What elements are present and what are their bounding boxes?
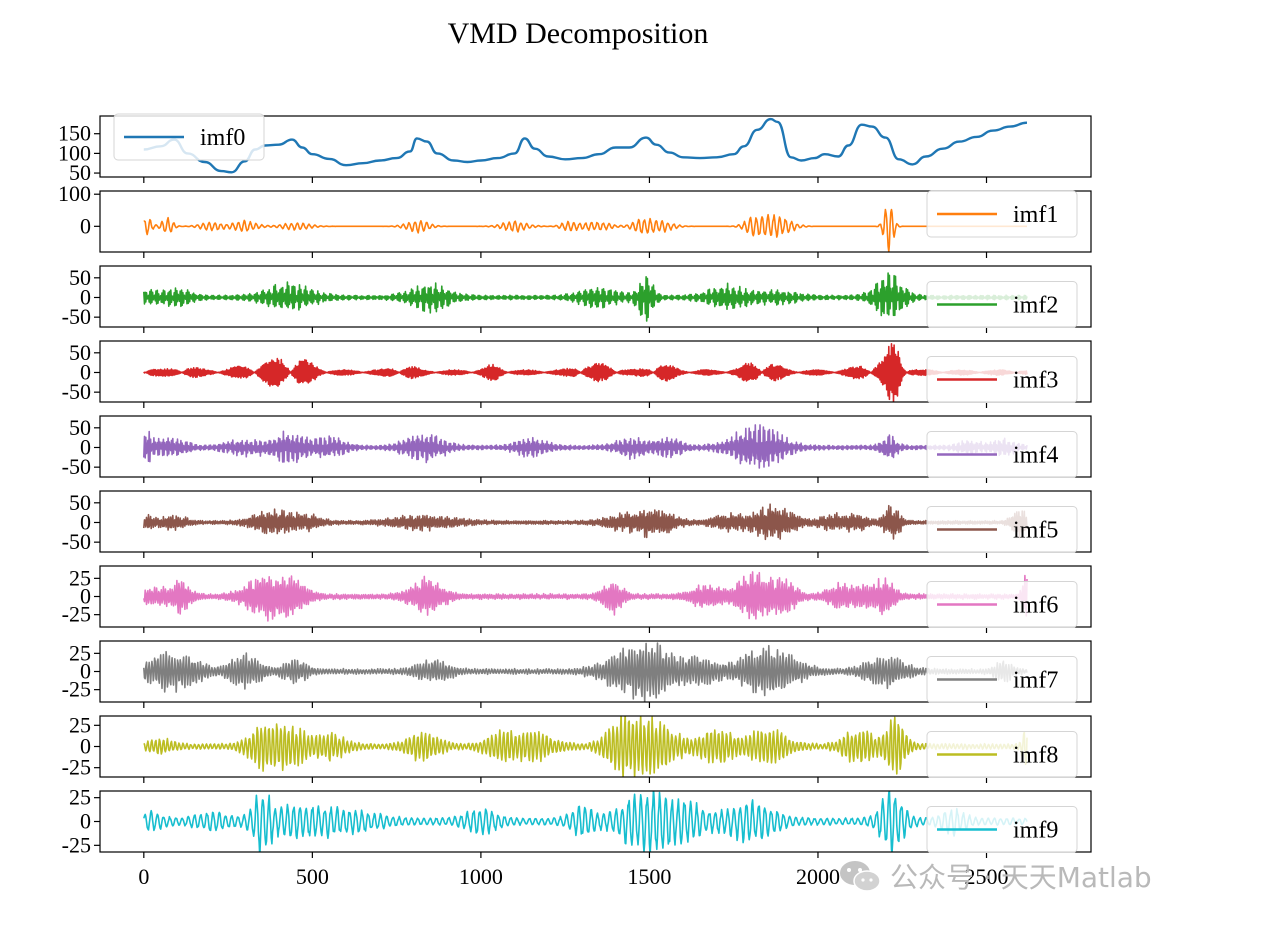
- legend-box: [926, 356, 1078, 403]
- series-line-imf7: [143, 642, 1028, 702]
- y-tick-label: 50: [69, 340, 91, 365]
- x-tick-label: 0: [138, 864, 149, 889]
- series-line-imf5: [143, 503, 1028, 541]
- series-line-imf6: [143, 571, 1028, 622]
- y-tick-label: 0: [80, 734, 91, 759]
- x-tick-label: 2000: [796, 864, 840, 889]
- y-tick-label: 100: [58, 181, 91, 206]
- legend-imf8: imf8: [926, 731, 1078, 778]
- legend-imf6: imf6: [926, 581, 1078, 628]
- y-tick-label: -25: [62, 755, 91, 780]
- y-tick-label: 0: [80, 213, 91, 238]
- y-tick-label: -50: [62, 304, 91, 329]
- y-tick-label: 0: [80, 809, 91, 834]
- y-tick-label: 150: [58, 121, 91, 146]
- legend-label: imf9: [1013, 818, 1058, 844]
- series-line-imf0: [143, 117, 1028, 174]
- legend-box: [113, 113, 265, 161]
- watermark-text: 公众号 · 天天Matlab: [890, 861, 1152, 894]
- legend-imf9: imf9: [926, 806, 1078, 853]
- y-tick-label: -25: [62, 602, 91, 627]
- legend-box: [926, 431, 1078, 478]
- y-tick-label: 0: [80, 284, 91, 309]
- legend-box: [926, 506, 1078, 553]
- series-line-imf1: [143, 208, 1028, 252]
- y-tick-label: 50: [69, 490, 91, 515]
- series-line-imf4: [143, 424, 1028, 469]
- series-line-imf9: [143, 791, 1028, 852]
- legend-box: [926, 656, 1078, 703]
- legend-imf5: imf5: [926, 506, 1078, 553]
- watermark: 公众号 · 天天Matlab: [838, 856, 1152, 896]
- x-tick-label: 1000: [459, 864, 503, 889]
- legend-label: imf1: [1013, 202, 1058, 228]
- legend-label: imf5: [1013, 518, 1058, 544]
- y-tick-label: -25: [62, 832, 91, 857]
- y-tick-label: 50: [69, 415, 91, 440]
- y-tick-label: 0: [80, 509, 91, 534]
- legend-box: [926, 281, 1078, 328]
- series-line-imf3: [143, 343, 1028, 402]
- y-tick-label: 25: [69, 712, 91, 737]
- x-tick-label: 500: [296, 864, 329, 889]
- y-tick-label: 25: [69, 640, 91, 665]
- subplot-imf1: 0 100 imf1: [58, 181, 1092, 258]
- legend-label: imf0: [200, 125, 245, 151]
- legend-label: imf4: [1013, 443, 1058, 469]
- legend-imf7: imf7: [926, 656, 1078, 703]
- axes-frame: [99, 190, 1092, 253]
- axes-frame: [99, 415, 1092, 478]
- legend-box: [926, 731, 1078, 778]
- y-tick-label: 25: [69, 565, 91, 590]
- y-tick-label: 50: [69, 265, 91, 290]
- series-line-imf2: [143, 272, 1028, 322]
- legend-box: [926, 806, 1078, 853]
- legend-imf1: imf1: [926, 190, 1078, 238]
- y-tick-label: -50: [62, 529, 91, 554]
- series-line-imf8: [143, 716, 1028, 777]
- y-tick-label: 50: [69, 160, 91, 185]
- legend-imf3: imf3: [926, 356, 1078, 403]
- y-tick-label: 0: [80, 659, 91, 684]
- legend-label: imf3: [1013, 368, 1058, 394]
- legend-imf0: imf0: [113, 113, 265, 161]
- y-tick-label: -50: [62, 379, 91, 404]
- y-tick-label: 0: [80, 584, 91, 609]
- legend-label: imf8: [1013, 743, 1058, 769]
- axes-frame: [99, 490, 1092, 553]
- axes-frame: [99, 340, 1092, 403]
- y-tick-label: -25: [62, 677, 91, 702]
- axes-frame: [99, 265, 1092, 328]
- legend-label: imf7: [1013, 668, 1058, 694]
- legend-label: imf6: [1013, 593, 1058, 619]
- wechat-icon: [840, 861, 881, 892]
- chart-title: VMD Decomposition: [448, 17, 709, 50]
- legend-label: imf2: [1013, 293, 1058, 319]
- y-tick-label: 25: [69, 785, 91, 810]
- x-tick-label: 1500: [627, 864, 671, 889]
- legend-imf2: imf2: [926, 281, 1078, 328]
- y-tick-label: 0: [80, 434, 91, 459]
- legend-box: [926, 190, 1078, 238]
- axes-frame: [99, 115, 1092, 178]
- legend-imf4: imf4: [926, 431, 1078, 478]
- y-tick-label: -50: [62, 454, 91, 479]
- x-tick-label: 2500: [965, 864, 1009, 889]
- y-tick-label: 0: [80, 359, 91, 384]
- legend-box: [926, 581, 1078, 628]
- y-tick-label: 100: [58, 140, 91, 165]
